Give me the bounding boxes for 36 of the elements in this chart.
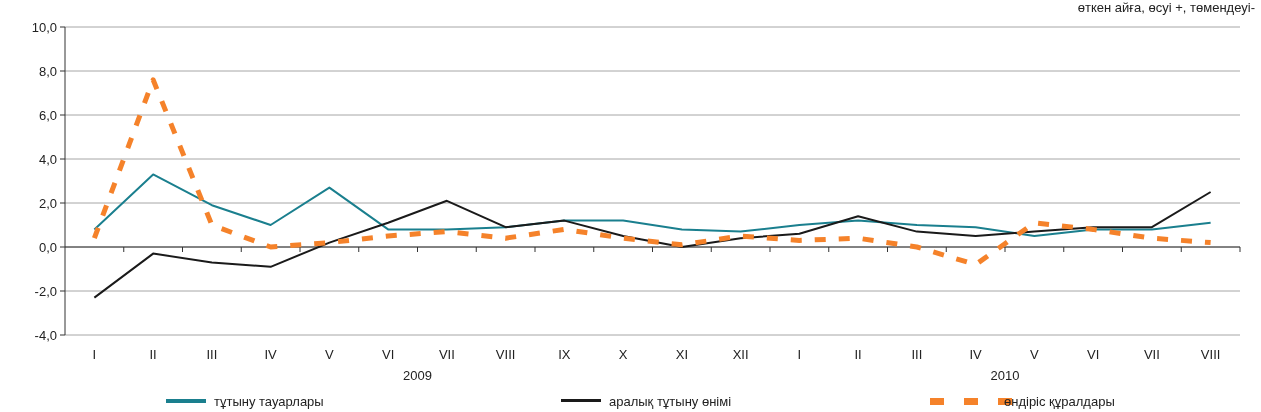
- x-tick-label: VI: [1086, 347, 1100, 362]
- x-tick-label: II: [854, 347, 862, 362]
- legend-label: тұтыну тауарлары: [214, 394, 324, 409]
- x-tick-label: VII: [1143, 347, 1160, 362]
- y-tick-label: 6,0: [38, 107, 57, 123]
- x-tick-label: VIII: [495, 347, 516, 362]
- x-tick-label: IX: [558, 347, 571, 362]
- x-tick-label: I: [797, 347, 802, 362]
- x-tick-label: III: [206, 347, 218, 362]
- x-tick-label: XII: [732, 347, 749, 362]
- x-tick-label: IV: [264, 347, 278, 362]
- y-tick-label: -4,0: [34, 327, 57, 343]
- x-tick-label: VII: [438, 347, 455, 362]
- x-tick-label: III: [911, 347, 923, 362]
- text: 2009: [403, 368, 432, 383]
- legend-label: өндіріс құралдары: [1004, 394, 1115, 409]
- y-tick-label: 2,0: [38, 195, 57, 211]
- y-tick-label: 0,0: [38, 239, 57, 255]
- x-tick-label: I: [92, 347, 97, 362]
- text: 2010: [990, 368, 1020, 383]
- x-tick-label: V: [325, 347, 335, 362]
- x-tick-label: II: [149, 347, 157, 362]
- legend-label: аралық тұтыну өнімі: [609, 394, 732, 409]
- x-tick-label: V: [1030, 347, 1040, 362]
- x-tick-label: XI: [675, 347, 689, 362]
- y-tick-label: 4,0: [38, 151, 57, 167]
- x-tick-label: IV: [969, 347, 983, 362]
- line-series: [93, 191, 1212, 299]
- chart-subtitle: өткен айға, өсуі +, төмендеуі-: [1077, 0, 1255, 15]
- y-tick-label: -2,0: [34, 283, 57, 299]
- line-series: [93, 173, 1212, 237]
- x-tick-label: VIII: [1200, 347, 1221, 362]
- y-tick-label: 8,0: [38, 63, 57, 79]
- y-tick-label: 10,0: [31, 19, 57, 35]
- x-tick-label: VI: [381, 347, 395, 362]
- x-tick-label: X: [618, 347, 628, 362]
